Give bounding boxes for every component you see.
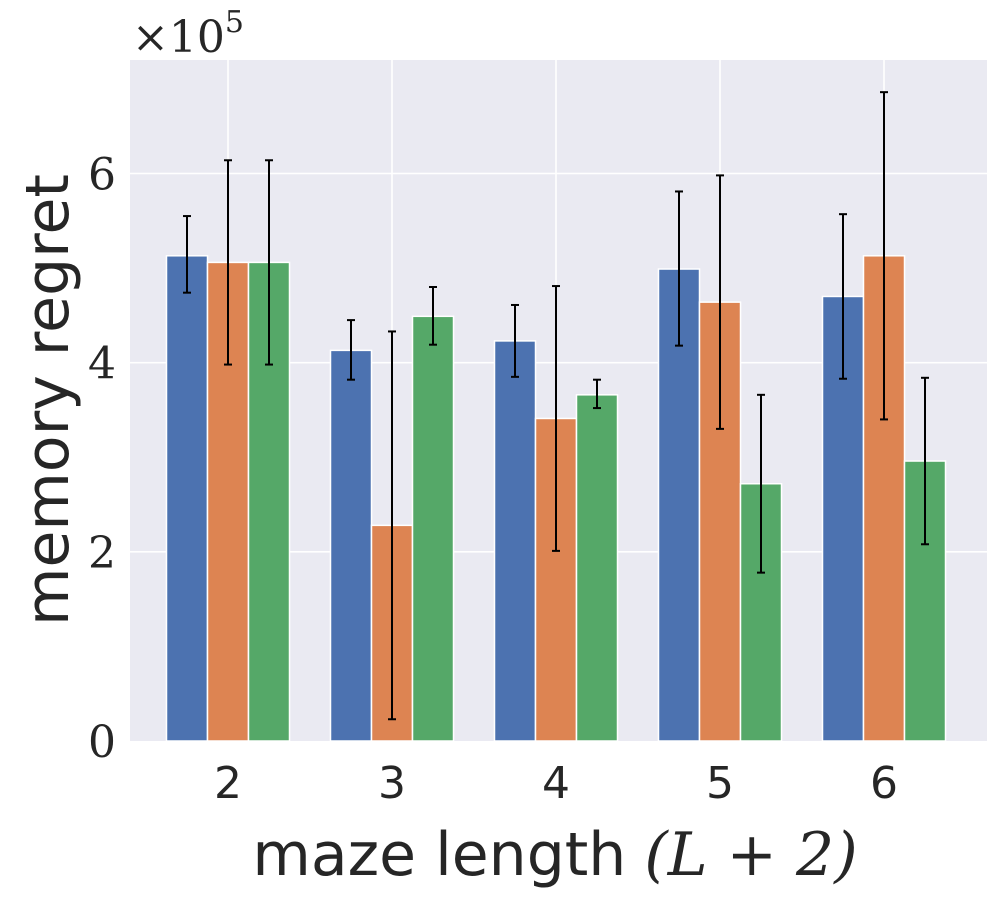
x-axis-label: maze length (L + 2) <box>252 820 857 890</box>
y-tick-label: 4 <box>88 339 116 390</box>
y-tick-label: 2 <box>88 528 116 579</box>
bar-3-series-1 <box>329 349 373 742</box>
bar-3-series-3 <box>411 315 455 742</box>
y-tick-label: 0 <box>88 717 116 768</box>
error-bars <box>183 91 929 721</box>
bar-4-series-3 <box>575 394 619 742</box>
error-bar-3-series-3 <box>429 286 437 346</box>
y-multiplier-exponent: 5 <box>225 5 244 40</box>
y-multiplier: ×105 <box>132 5 244 63</box>
error-bar-6-series-3 <box>921 376 929 546</box>
x-tick-label: 3 <box>378 758 406 809</box>
bar-5-series-1 <box>657 268 701 742</box>
error-bar-2-series-2 <box>224 159 232 366</box>
y-tick-label: 6 <box>88 150 116 201</box>
x-tick-label: 4 <box>542 758 570 809</box>
x-axis-label-math: (L + 2) <box>644 820 857 890</box>
y-ticks: 0 2 4 6 <box>88 150 116 769</box>
x-tick-label: 5 <box>706 758 734 809</box>
x-axis-label-text: maze length <box>252 820 626 890</box>
error-bar-3-series-2 <box>388 330 396 721</box>
x-tick-label: 2 <box>214 758 242 809</box>
error-bar-4-series-2 <box>552 285 560 552</box>
x-ticks: 2 3 4 5 6 <box>214 758 898 809</box>
error-bar-6-series-1 <box>839 213 847 380</box>
error-bar-2-series-1 <box>183 215 191 294</box>
error-bar-6-series-2 <box>880 91 888 421</box>
bar-2-series-1 <box>165 255 209 742</box>
error-bar-5-series-2 <box>716 174 724 430</box>
error-bar-2-series-3 <box>265 159 273 366</box>
error-bar-5-series-3 <box>757 393 765 574</box>
x-tick-label: 6 <box>870 758 898 809</box>
error-bar-5-series-1 <box>675 190 683 347</box>
error-bar-4-series-3 <box>593 378 601 410</box>
error-bar-3-series-1 <box>347 319 355 381</box>
bar-4-series-1 <box>493 340 537 742</box>
error-bar-4-series-1 <box>511 303 519 378</box>
y-axis-label: memory regret <box>13 174 83 626</box>
